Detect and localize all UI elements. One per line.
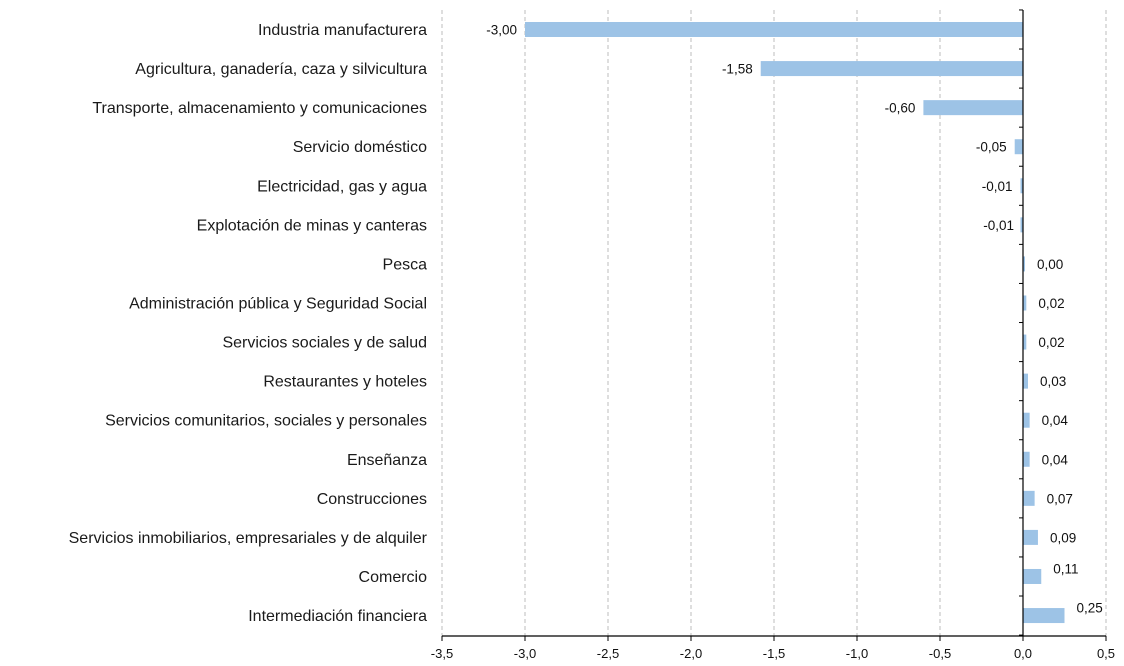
category-label: Pesca <box>383 256 428 273</box>
x-tick-label: -2,5 <box>597 646 619 661</box>
bars <box>525 22 1065 624</box>
x-axis-ticks: -3,5 -3,0 -2,5 -2,0 -1,5 -1,0 -0,5 0,0 0,5 <box>431 636 1115 661</box>
x-tick-label: 0,5 <box>1097 646 1115 661</box>
value-label: 0,07 <box>1047 491 1073 506</box>
category-label: Servicios inmobiliarios, empresariales y… <box>69 530 428 547</box>
category-label: Transporte, almacenamiento y comunicacio… <box>92 100 427 117</box>
category-label: Industria manufacturera <box>258 22 427 39</box>
value-label: 0,03 <box>1040 374 1066 389</box>
value-label: -0,05 <box>976 140 1007 155</box>
value-label: -3,00 <box>486 23 517 38</box>
value-label: 0,09 <box>1050 530 1076 545</box>
bar <box>1023 295 1027 311</box>
x-tick-label: -2,0 <box>680 646 702 661</box>
bar <box>1023 568 1042 584</box>
category-labels: Industria manufacturera Agricultura, gana… <box>69 22 428 625</box>
value-label: 0,02 <box>1038 296 1064 311</box>
x-tick-label: -1,0 <box>846 646 868 661</box>
bar <box>1023 412 1030 428</box>
category-label: Servicios sociales y de salud <box>222 335 427 352</box>
value-label: -0,60 <box>885 101 916 116</box>
category-label: Explotación de minas y canteras <box>197 217 427 234</box>
category-label: Construcciones <box>317 491 427 508</box>
category-label: Agricultura, ganadería, caza y silvicult… <box>135 61 427 78</box>
value-label: 0,25 <box>1077 601 1103 616</box>
value-label: -0,01 <box>982 179 1013 194</box>
bar <box>1023 256 1025 272</box>
value-label: 0,04 <box>1042 452 1069 467</box>
category-label: Electricidad, gas y agua <box>257 178 427 195</box>
category-label: Intermediación financiera <box>248 608 427 625</box>
bar <box>1020 178 1023 194</box>
bar <box>760 61 1023 77</box>
x-tick-label: -0,5 <box>929 646 951 661</box>
gridlines <box>441 10 1107 636</box>
bar <box>1023 608 1065 624</box>
bar <box>1023 529 1038 545</box>
category-label: Comercio <box>359 569 428 586</box>
value-label: 0,04 <box>1042 413 1069 428</box>
x-tick-label: -3,5 <box>431 646 453 661</box>
category-label: Administración pública y Seguridad Socia… <box>129 295 427 312</box>
x-tick-label: -1,5 <box>763 646 785 661</box>
value-label: 0,02 <box>1038 335 1064 350</box>
bar <box>1020 217 1023 233</box>
bar <box>1023 451 1030 467</box>
bar <box>1023 490 1035 506</box>
bar <box>525 22 1023 37</box>
value-labels: -3,00 -1,58 -0,60 -0,05 -0,01 -0,01 0,00 0,02 0,… <box>486 23 1103 616</box>
x-tick-label: -3,0 <box>514 646 536 661</box>
category-label: Restaurantes y hoteles <box>263 374 427 391</box>
bar <box>1023 373 1028 389</box>
category-label: Servicios comunitarios, sociales y perso… <box>105 413 427 430</box>
x-tick-label: 0,0 <box>1014 646 1032 661</box>
value-label: -0,01 <box>983 218 1014 233</box>
bar <box>1014 139 1023 155</box>
value-label: 0,11 <box>1053 561 1078 576</box>
value-label: -1,58 <box>722 62 753 77</box>
bar <box>923 100 1023 116</box>
bar <box>1023 334 1027 350</box>
value-label: 0,00 <box>1037 257 1063 272</box>
category-label: Enseñanza <box>347 452 427 469</box>
category-label: Servicio doméstico <box>293 139 427 156</box>
